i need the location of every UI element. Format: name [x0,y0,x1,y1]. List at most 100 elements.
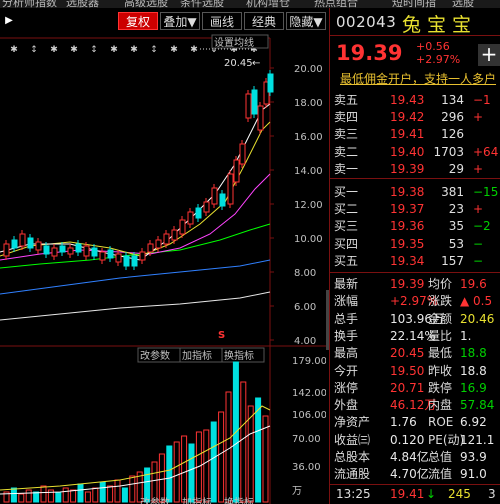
stat-value: 4.84亿 [390,450,429,464]
candle [251,89,258,115]
ask-row[interactable]: 卖一 19.39 29 + [330,161,500,178]
stat-label-2: 昨收 [428,363,453,378]
kline-chart[interactable]: 20.00 18.00 16.00 14.00 12.00 10.00 8.00 6.00 4.… [0,34,326,504]
price-axis-label: 8.00 [294,268,316,279]
volume-axis-label: 179.00 [292,356,326,367]
top-nav-item[interactable]: 选股 [452,0,474,8]
ma120-line [0,259,271,295]
overlay-button[interactable]: 叠加▼ [160,12,200,30]
ma10-line [0,121,271,257]
vol-indicator-button[interactable]: 加指标 [182,349,212,362]
ad-text[interactable]: 最低佣金开户，支持一人多户 [340,72,497,86]
stat-label-2: 流值 [428,467,453,482]
stat-row: 换手 22.14% 量比 1. [330,328,500,345]
top-nav-item[interactable]: 热点组合 [314,0,358,8]
candle [227,173,234,205]
volume-bar [255,397,262,503]
candle [51,247,58,257]
volume-bar [62,487,69,503]
candle [107,249,114,259]
ma250-line [0,291,271,321]
header-separator [330,35,500,36]
draw-line-button[interactable]: 画线 [202,12,242,30]
bottom-indicator-button[interactable]: 加指标 [182,496,212,504]
stat-label: 最新 [334,277,359,291]
vol-indicator-button[interactable]: 换指标 [224,349,254,362]
ask-row[interactable]: 卖四 19.42 296 + [330,109,500,126]
stat-value: 4.70亿 [390,467,429,482]
stat-value-2: ▲ 0.5 [460,294,493,309]
candle [147,243,154,253]
volume-bar [121,487,128,503]
top-nav-item[interactable]: 分析师指数 [2,0,57,8]
add-watchlist-icon[interactable]: + [478,44,500,66]
vol-button-box[interactable] [221,347,265,363]
ask-row[interactable]: 卖三 19.41 126 [330,126,500,143]
top-nav-item[interactable]: 高级选股 [124,0,168,8]
volume-bar [240,381,247,503]
candle [263,81,270,105]
price-axis-label: 20.00 [294,64,323,75]
top-nav-item[interactable]: 短时间指 [392,0,436,8]
hide-button[interactable]: 隐藏▼ [286,12,326,30]
vol-indicator-button[interactable]: 改参数 [140,349,170,362]
top-nav-item[interactable]: 条件选股 [180,0,224,8]
bid-row[interactable]: 买三 19.36 35 −2 [330,218,500,235]
candle [187,211,194,225]
s-marker: S [218,330,225,341]
price-change: +0.56 +2.97% [416,40,460,66]
ask-row[interactable]: 卖二 19.40 1703 +64 [330,144,500,161]
bid-row[interactable]: 买一 19.38 381 −15 [330,184,500,201]
bottom-indicator-button[interactable]: 改参数 [140,496,170,504]
stat-label-2: PE(动) [428,432,465,447]
ask-volume: 1703 [433,144,464,159]
bid-row[interactable]: 买二 19.37 23 + [330,201,500,218]
candle [75,243,82,253]
bottom-indicator-button[interactable]: 换指标 [224,496,254,504]
stat-value: 19.39 [390,277,425,291]
bid-delta: − [473,253,484,268]
stat-label-2: 总值 [428,450,453,464]
volume-axis-label: 142.00 [292,388,326,399]
trade-price: 19.41 [390,487,425,501]
ad-banner[interactable]: 最低佣金开户，支持一人多户 [330,70,500,87]
ma-setting-button[interactable]: 设置均线 [214,36,254,49]
bid-row[interactable]: 买五 19.34 157− [330,253,500,270]
ask-label: 卖三 [334,127,359,142]
ask-price: 19.43 [390,93,425,107]
shape-marker-icon: ✱ [170,45,178,55]
classic-button[interactable]: 经典 [244,12,284,30]
stat-label: 涨停 [334,380,359,395]
top-nav-item[interactable]: 选股器 [66,0,99,8]
stat-label-2: 量比 [428,328,453,343]
volume-bar [92,487,99,503]
volume-bar [203,429,210,503]
volume-bar [47,489,54,503]
stat-label: 总股本 [334,450,371,464]
bid-volume: 23 [448,202,464,217]
bid-row[interactable]: 买四 19.35 53− [330,236,500,253]
ma-setting-button-box[interactable] [211,34,269,49]
candle [267,73,274,93]
price-axis-label: 10.00 [294,234,323,245]
top-nav-item[interactable]: 机构增仓 [246,0,290,8]
stat-value-2: 6.92 [460,415,487,430]
ask-delta: +64 [473,144,499,159]
trade-time: 13:25 [336,487,371,501]
stat-row: 流通股 4.70亿 流值 91.0 [330,466,500,483]
stat-label-2: 金额 [428,311,453,326]
stat-row: 收益㈢ 0.120 PE(动) 121.1 [330,432,500,449]
ask-row[interactable]: 卖五 19.43 134 −1 [330,92,500,109]
chart-scrollbar[interactable] [326,290,330,350]
shape-marker-icon: ✱ [250,45,258,55]
price-axis-label: 18.00 [294,98,323,109]
volume-bar [77,483,84,503]
candle [11,239,18,249]
stat-value-2: 93.9 [460,450,487,464]
toolbar-arrow[interactable]: ▶ [5,15,13,26]
fuquan-button[interactable]: 复权 [118,12,158,30]
candle [43,245,50,255]
bid-volume: 35 [448,219,464,234]
stock-name: 兔宝宝 [402,14,478,36]
stat-value-2: 91.0 [460,467,487,482]
